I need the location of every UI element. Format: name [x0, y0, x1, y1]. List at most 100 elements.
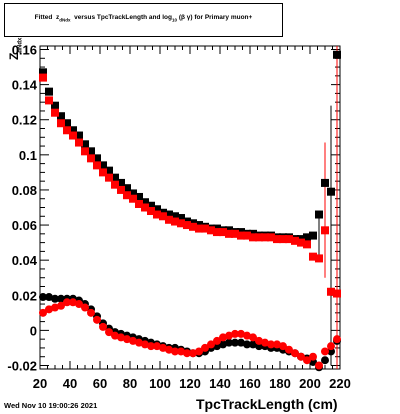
square-marker — [303, 233, 311, 242]
circle-marker — [267, 340, 275, 349]
y-tick-label: 0.04 — [12, 253, 38, 268]
circle-marker — [321, 347, 329, 356]
circle-marker — [165, 345, 173, 354]
square-marker — [141, 203, 149, 212]
square-marker — [111, 180, 119, 189]
square-marker — [51, 101, 59, 110]
y-tick-label: 0.16 — [12, 43, 37, 58]
square-marker — [93, 154, 101, 163]
square-marker — [117, 178, 125, 187]
square-marker — [327, 187, 335, 196]
circle-marker — [129, 336, 137, 345]
square-marker — [129, 189, 137, 198]
circle-marker — [219, 333, 227, 342]
y-tick-label: 0.06 — [12, 218, 37, 233]
series-1-markers — [39, 73, 341, 298]
y-tick-label: 0.1 — [19, 148, 37, 163]
square-marker — [273, 235, 281, 244]
x-tick-label: 160 — [239, 376, 261, 391]
y-tick-label: 0.12 — [12, 113, 37, 128]
square-marker — [69, 126, 77, 135]
square-marker — [315, 210, 323, 219]
error-bars — [318, 46, 338, 369]
chart-title: Fitted zdNdx versus TpcTrackLength and l… — [5, 14, 282, 22]
series-3-markers — [39, 298, 341, 370]
data-markers — [39, 50, 341, 372]
circle-marker — [39, 308, 47, 317]
circle-marker — [219, 340, 227, 349]
circle-marker — [63, 298, 71, 307]
x-tick-label: 140 — [209, 376, 231, 391]
square-marker — [45, 87, 53, 96]
circle-marker — [93, 315, 101, 324]
y-tick-labels: -0.02 0 0.02 0.04 0.06 0.08 0.1 0.12 0.14 0.16 — [7, 43, 37, 374]
square-marker — [267, 233, 275, 242]
x-axis-label: TpcTrackLength (cm) — [196, 396, 338, 412]
x-tick-label: 60 — [93, 376, 107, 391]
square-marker — [81, 147, 89, 156]
circle-marker — [237, 338, 245, 347]
circle-marker — [135, 338, 143, 347]
square-marker — [165, 210, 173, 219]
square-marker — [171, 217, 179, 226]
square-marker — [75, 138, 83, 147]
circle-marker — [309, 352, 317, 361]
square-marker — [291, 236, 299, 245]
title-sub-10: 10 — [172, 17, 178, 23]
circle-marker — [195, 347, 203, 356]
square-marker — [147, 207, 155, 216]
square-marker — [45, 96, 53, 105]
square-marker — [165, 215, 173, 224]
y-tick-label: 0.02 — [12, 288, 37, 303]
square-marker — [159, 212, 167, 221]
square-marker — [213, 228, 221, 237]
square-marker — [333, 50, 341, 59]
circle-marker — [285, 345, 293, 354]
square-marker — [315, 254, 323, 263]
square-marker — [177, 214, 185, 223]
square-marker — [279, 235, 287, 244]
circle-marker — [261, 338, 269, 347]
title-main: Fitted — [34, 14, 53, 21]
square-marker — [327, 287, 335, 296]
circle-marker — [291, 349, 299, 358]
square-marker — [225, 229, 233, 238]
circle-marker — [207, 340, 215, 349]
circle-marker — [189, 349, 197, 358]
square-marker — [99, 168, 107, 177]
x-tick-label: 40 — [63, 376, 77, 391]
title-mid: versus TpcTrackLength and log — [74, 14, 172, 21]
y-tick-label: -0.02 — [7, 358, 37, 373]
circle-marker — [315, 361, 323, 370]
series-0-markers — [39, 50, 341, 244]
circle-marker — [321, 356, 329, 365]
circle-marker — [177, 347, 185, 356]
square-marker — [87, 147, 95, 156]
circle-marker — [279, 342, 287, 351]
square-marker — [105, 173, 113, 182]
square-marker — [195, 224, 203, 233]
circle-marker — [69, 298, 77, 307]
circle-marker — [273, 340, 281, 349]
y-tick-label: 0.08 — [12, 183, 37, 198]
square-marker — [39, 73, 47, 82]
circle-marker — [255, 336, 263, 345]
circle-marker — [99, 322, 107, 331]
y-axis-label: ZdNdx — [7, 38, 23, 60]
title-tail: (β γ) for Primary muon+ — [178, 14, 253, 21]
square-marker — [129, 194, 137, 203]
circle-marker — [51, 294, 59, 303]
circle-marker — [225, 331, 233, 340]
circle-marker — [231, 329, 239, 338]
square-marker — [309, 231, 317, 240]
circle-marker — [141, 340, 149, 349]
square-marker — [231, 229, 239, 238]
circle-marker — [75, 300, 83, 309]
square-marker — [57, 112, 65, 121]
circle-marker — [81, 303, 89, 312]
square-marker — [81, 140, 89, 149]
circle-marker — [237, 329, 245, 338]
x-tick-label: 80 — [123, 376, 137, 391]
circle-marker — [51, 303, 59, 312]
title-z: z — [55, 14, 60, 21]
